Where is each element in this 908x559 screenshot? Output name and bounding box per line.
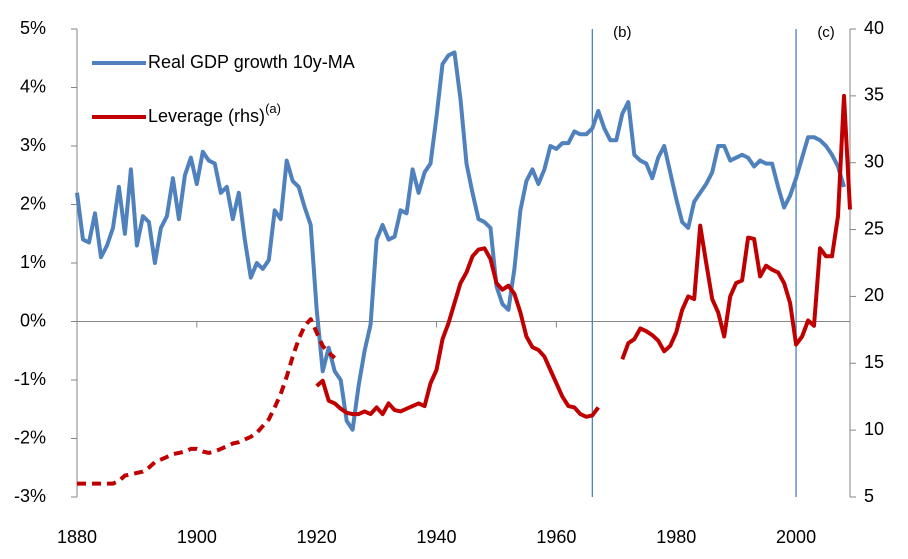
y2-tick-label: 30	[864, 151, 884, 171]
legend-item: Leverage (rhs)(a)	[92, 101, 281, 126]
legend-note: (a)	[265, 101, 281, 116]
x-tick-label: 1940	[417, 527, 457, 547]
legend-name: Leverage (rhs)	[148, 106, 265, 126]
x-tick-label: 1920	[297, 527, 337, 547]
legend-name: Real GDP growth 10y-MA	[148, 52, 355, 72]
y-tick-label: -3%	[14, 486, 46, 506]
y2-tick-label: 20	[864, 285, 884, 305]
legend-item: Real GDP growth 10y-MA	[92, 52, 355, 72]
x-tick-label: 1980	[656, 527, 696, 547]
y-tick-label: 3%	[20, 135, 46, 155]
y2-tick-label: 40	[864, 18, 884, 38]
y2-tick-label: 15	[864, 352, 884, 372]
series-line	[77, 317, 337, 486]
y2-tick-label: 5	[864, 486, 874, 506]
x-tick-label: 2000	[776, 527, 816, 547]
x-tick-label: 1900	[177, 527, 217, 547]
y2-tick-label: 25	[864, 218, 884, 238]
x-tick-label: 1960	[536, 527, 576, 547]
y2-tick-label: 35	[864, 85, 884, 105]
annotation-label: (b)	[613, 24, 631, 41]
legend-label: Real GDP growth 10y-MA	[148, 52, 355, 72]
x-tick-label: 1880	[57, 527, 97, 547]
series-line	[75, 50, 846, 432]
legend-label: Leverage (rhs)(a)	[148, 101, 281, 125]
y2-tick-label: 10	[864, 419, 884, 439]
y-tick-label: 1%	[20, 252, 46, 272]
y-tick-label: 5%	[20, 18, 46, 38]
series-line	[315, 93, 852, 419]
y-tick-label: -1%	[14, 369, 46, 389]
annotation-label: (c)	[817, 24, 835, 41]
y-tick-label: -2%	[14, 427, 46, 447]
y-tick-label: 0%	[20, 310, 46, 330]
y-tick-label: 4%	[20, 76, 46, 96]
y-tick-label: 2%	[20, 193, 46, 213]
